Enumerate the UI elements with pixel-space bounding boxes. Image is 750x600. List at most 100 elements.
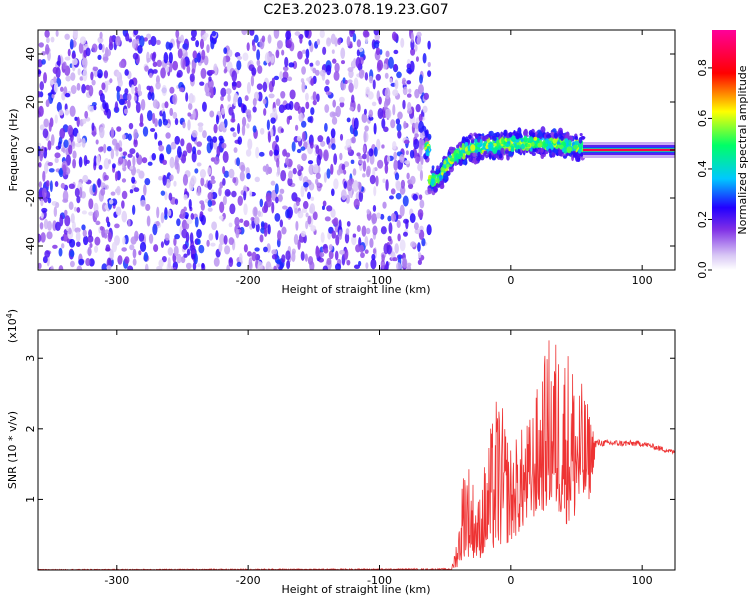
- heatmap-cell: [410, 48, 416, 56]
- heatmap-cell: [397, 130, 402, 139]
- heatmap-cell: [409, 213, 416, 224]
- heatmap-cell: [82, 174, 89, 183]
- heatmap-cell: [341, 163, 346, 171]
- heatmap-cell: [60, 182, 66, 189]
- heatmap-cell: [252, 44, 257, 52]
- heatmap-cell: [371, 213, 378, 225]
- heatmap-cell: [386, 155, 391, 163]
- heatmap-cell: [285, 152, 291, 158]
- heatmap-cell: [231, 70, 238, 82]
- heatmap-cell: [38, 181, 43, 188]
- heatmap-cell: [137, 45, 143, 54]
- heatmap-cell: [174, 198, 179, 205]
- heatmap-cell: [393, 63, 398, 71]
- heatmap-cell: [219, 181, 224, 189]
- snr-multiplier-prefix: (x10: [6, 318, 19, 343]
- heatmap-cell: [109, 78, 113, 84]
- heatmap-cell: [186, 218, 193, 225]
- heatmap-cell: [251, 251, 257, 262]
- heatmap-cell: [515, 133, 520, 140]
- heatmap-cell: [62, 198, 69, 203]
- heatmap-cell: [208, 69, 215, 75]
- heatmap-cell: [409, 175, 416, 185]
- heatmap-cell: [273, 265, 277, 270]
- heatmap-cell: [287, 76, 293, 82]
- heatmap-cell: [281, 254, 286, 263]
- heatmap-cell: [379, 49, 383, 55]
- heatmap-cell: [333, 153, 338, 166]
- heatmap-cell: [300, 106, 306, 114]
- heatmap-cell: [346, 259, 351, 266]
- heatmap-cell: [88, 84, 94, 97]
- heatmap-cell: [104, 229, 110, 235]
- heatmap-cell: [58, 169, 64, 176]
- heatmap-cell: [132, 204, 136, 215]
- heatmap-cell: [144, 177, 151, 186]
- heatmap-cell: [426, 224, 432, 236]
- heatmap-cell: [339, 152, 343, 161]
- heatmap-cell: [403, 218, 409, 224]
- heatmap-cell: [185, 262, 192, 270]
- heatmap-cell: [270, 128, 274, 138]
- heatmap-cell: [368, 148, 374, 157]
- heatmap-cell: [61, 147, 65, 152]
- heatmap-cell: [540, 147, 544, 153]
- heatmap-cell: [162, 110, 166, 123]
- heatmap-cell: [44, 250, 51, 258]
- heatmap-cell: [380, 226, 387, 235]
- heatmap-cell: [81, 83, 86, 94]
- heatmap-cell: [399, 239, 406, 252]
- heatmap-cell: [263, 108, 267, 116]
- heatmap-cell: [295, 220, 299, 231]
- heatmap-cell: [246, 42, 250, 51]
- heatmap-cell: [90, 71, 94, 81]
- heatmap-cell: [381, 144, 385, 149]
- heatmap-cell: [572, 144, 579, 150]
- heatmap-cell: [474, 138, 478, 144]
- heatmap-cell: [280, 128, 284, 133]
- heatmap-cell: [185, 92, 189, 102]
- heatmap-cell: [118, 60, 125, 69]
- heatmap-cell: [222, 150, 229, 163]
- heatmap-cell: [352, 32, 357, 43]
- heatmap-cell: [68, 183, 75, 190]
- heatmap-cell: [266, 195, 272, 208]
- heatmap-cell: [331, 58, 337, 64]
- heatmap-cell: [228, 237, 235, 245]
- heatmap-cell: [146, 33, 152, 39]
- heatmap-cell: [191, 68, 196, 75]
- snr-panel: -300 -200 -100 0 100 1 2 3 Height of straight …: [5, 309, 676, 596]
- heatmap-cell: [111, 241, 117, 253]
- heatmap-cell: [252, 206, 258, 218]
- heatmap-cell: [133, 30, 139, 36]
- heatmap-cell: [78, 42, 84, 54]
- heatmap-cell: [341, 60, 345, 65]
- heatmap-cell: [71, 140, 76, 150]
- heatmap-cell: [325, 91, 332, 96]
- heatmap-cell: [131, 38, 137, 49]
- heatmap-cell: [346, 179, 353, 192]
- heatmap-cell: [230, 117, 236, 123]
- heatmap-cell: [515, 145, 520, 150]
- heatmap-cell: [62, 164, 67, 177]
- heatmap-cell: [355, 244, 361, 253]
- heatmap-cell: [456, 144, 460, 149]
- heatmap-cell: [45, 180, 50, 187]
- heatmap-cell: [310, 196, 315, 201]
- heatmap-cell: [291, 251, 296, 263]
- heatmap-cell: [315, 60, 320, 67]
- heatmap-cell: [526, 143, 531, 148]
- heatmap-cell: [467, 134, 472, 140]
- heatmap-cell: [348, 82, 354, 93]
- heatmap-cell: [487, 143, 493, 149]
- heatmap-cell: [169, 107, 174, 116]
- heatmap-cell: [67, 48, 71, 57]
- heatmap-cell: [118, 147, 123, 152]
- heatmap-cell: [558, 144, 564, 150]
- heatmap-cell: [433, 186, 438, 193]
- heatmap-cell: [344, 232, 350, 244]
- heatmap-cell: [339, 249, 345, 255]
- heatmap-cell: [116, 126, 122, 132]
- heatmap-cell: [366, 165, 371, 176]
- heatmap-cell: [352, 180, 359, 192]
